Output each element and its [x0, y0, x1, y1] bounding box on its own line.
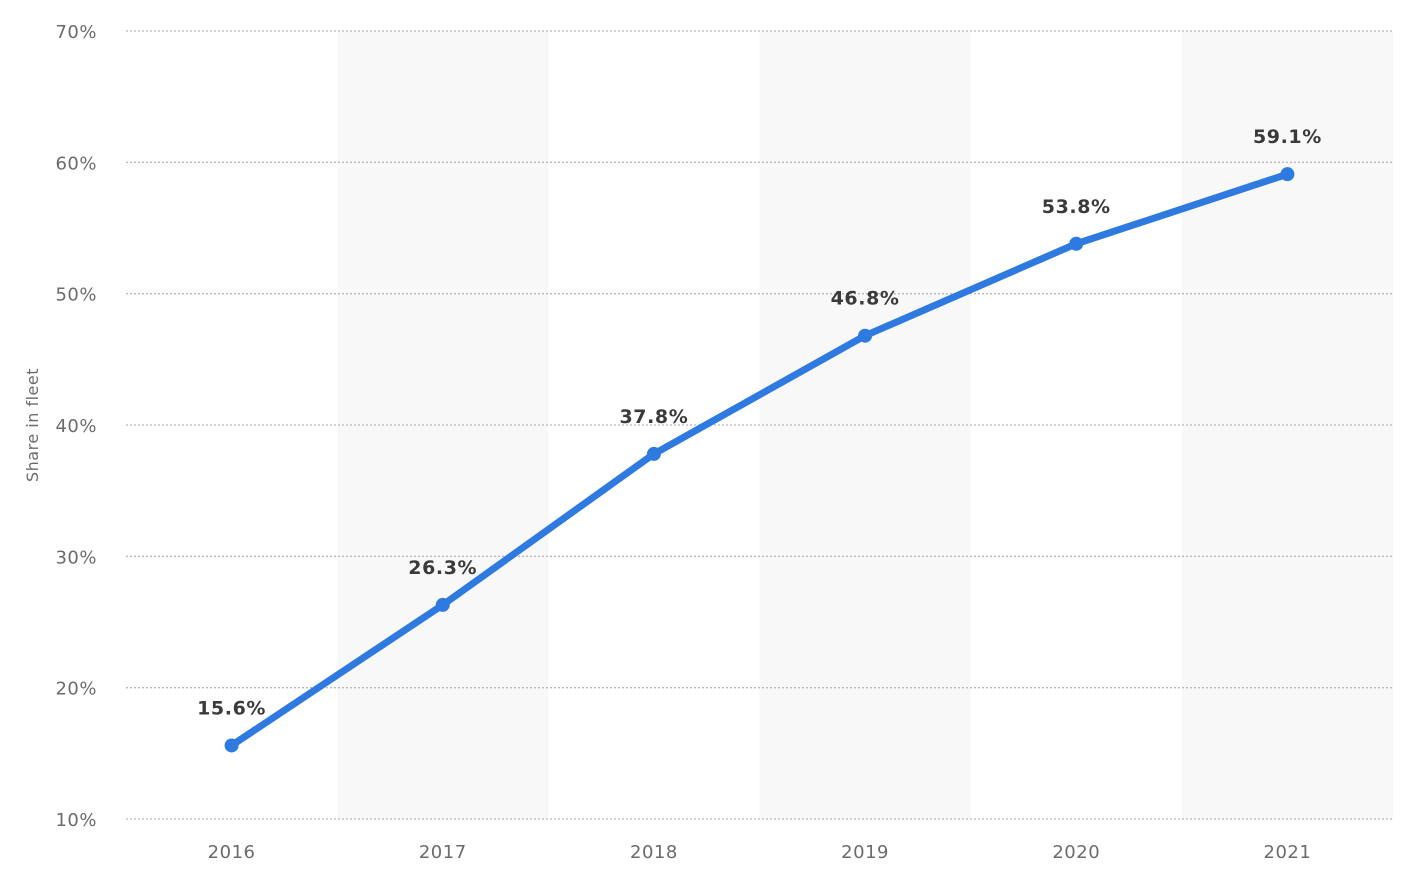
y-tick-label: 10%	[55, 810, 97, 831]
series-line	[228, 170, 1291, 749]
x-tick-label: 2016	[208, 842, 256, 863]
gridlines	[126, 30, 1393, 820]
data-labels: 15.6% 26.3% 37.8% 46.8% 53.8% 59.1%	[197, 126, 1322, 719]
data-label-2019: 46.8%	[831, 288, 900, 310]
y-tick-label: 30%	[55, 547, 97, 568]
y-tick-label: 50%	[55, 285, 97, 306]
data-points	[224, 167, 1295, 753]
data-label-2016: 15.6%	[197, 697, 266, 719]
y-tick-label: 60%	[55, 153, 97, 174]
y-tick-label: 20%	[55, 679, 97, 700]
y-axis-tick-labels: 70% 60% 50% 40% 30% 20% 10%	[55, 22, 97, 831]
data-point-2016	[224, 738, 239, 753]
series-line-group	[228, 170, 1291, 749]
data-point-2021	[1280, 167, 1295, 182]
x-tick-label: 2021	[1264, 842, 1312, 863]
x-tick-label: 2017	[419, 842, 467, 863]
data-point-2017	[435, 597, 450, 612]
data-label-2021: 59.1%	[1253, 126, 1322, 148]
y-tick-label: 40%	[55, 416, 97, 437]
x-axis-tick-labels: 2016 2017 2018 2019 2020 2021	[208, 842, 1312, 863]
data-point-2019	[858, 328, 873, 343]
x-tick-label: 2020	[1052, 842, 1100, 863]
data-point-2020	[1069, 236, 1084, 251]
data-label-2017: 26.3%	[408, 557, 477, 579]
x-tick-label: 2019	[841, 842, 889, 863]
y-axis-label: Share in fleet	[23, 368, 42, 482]
data-label-2018: 37.8%	[619, 406, 688, 428]
y-tick-label: 70%	[55, 22, 97, 43]
data-label-2020: 53.8%	[1042, 196, 1111, 218]
data-point-2018	[646, 446, 661, 461]
x-tick-label: 2018	[630, 842, 678, 863]
